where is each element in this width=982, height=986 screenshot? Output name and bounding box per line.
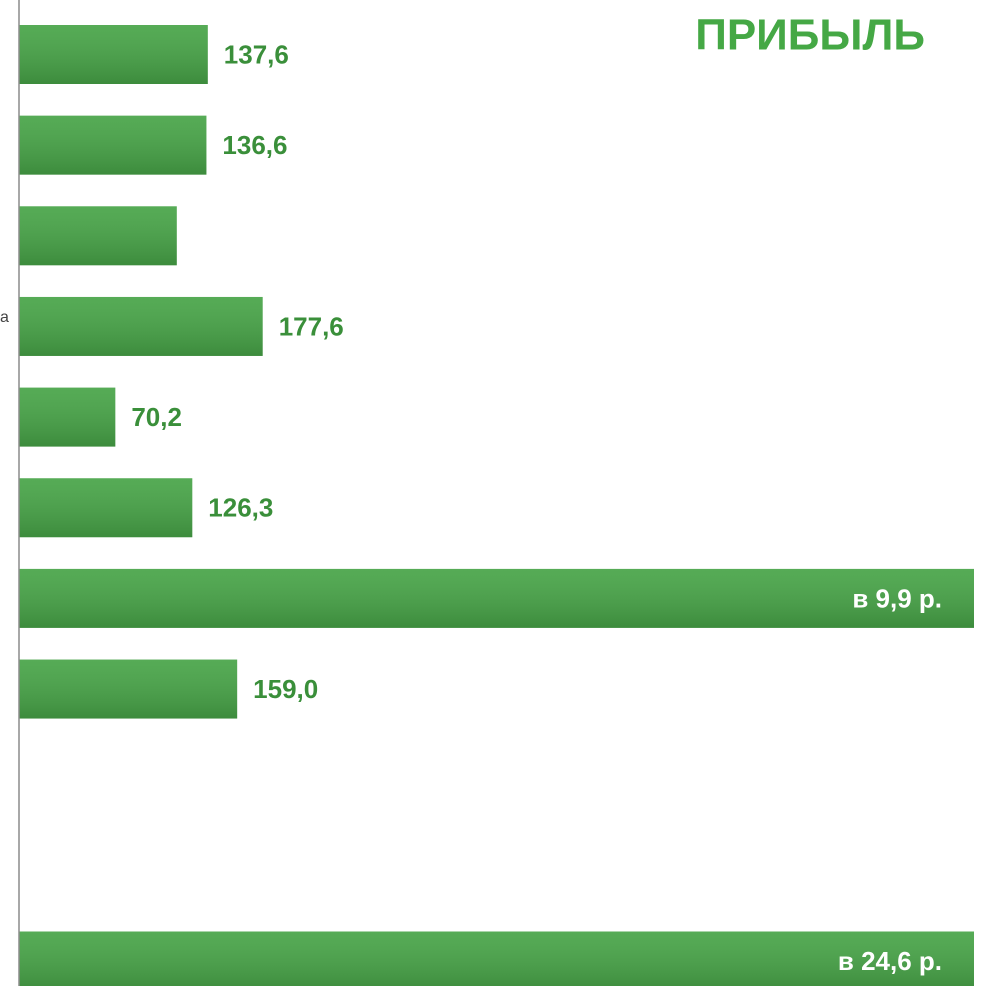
bar-shade <box>19 568 974 628</box>
value-label: 126,3 <box>208 493 273 523</box>
plot-area <box>19 25 974 986</box>
value-label: 137,6 <box>224 39 289 69</box>
bar-shade <box>19 115 207 175</box>
bar-shade <box>19 296 263 356</box>
cropped-label: а <box>0 309 9 326</box>
bar-shade <box>19 25 208 84</box>
bar-shade <box>19 478 193 538</box>
value-label: 177,6 <box>279 311 344 341</box>
bar-shade <box>19 387 116 447</box>
value-label: 136,6 <box>222 130 287 160</box>
bar-shade <box>19 659 238 719</box>
bar-shade <box>19 931 974 986</box>
value-label: 159,0 <box>253 674 318 704</box>
value-label: в 24,6 р. <box>838 946 942 976</box>
value-label: в 9,9 р. <box>852 583 942 613</box>
value-label: 70,2 <box>131 402 182 432</box>
bar-shade <box>19 206 177 266</box>
chart-title: ПРИБЫЛЬ <box>695 11 925 60</box>
